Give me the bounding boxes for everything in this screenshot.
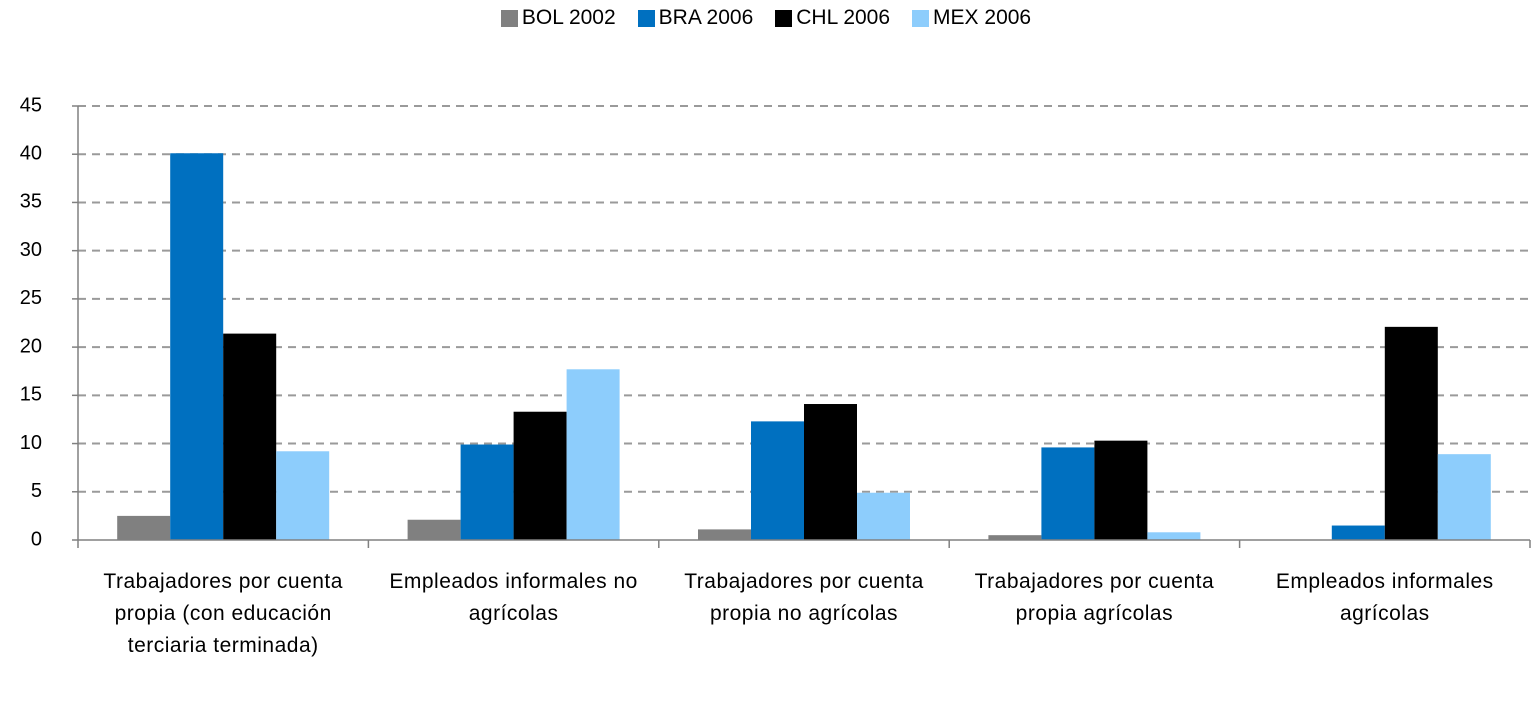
legend-label: BOL 2002 [521,6,616,29]
y-tick-label: 5 [31,480,42,502]
x-tick-label: Trabajadores por cuenta propia (con educ… [103,570,343,657]
bar [988,535,1042,540]
y-tick-label: 15 [20,384,42,406]
y-tick-label: 35 [20,191,42,213]
bar [698,529,751,540]
x-tick-label: Empleados informales no agrícolas [389,570,638,625]
legend-swatch [637,9,655,27]
legend-item: MEX 2006 [912,6,1031,30]
legend-item: CHL 2006 [775,6,890,30]
legend-label: BRA 2006 [658,6,754,29]
legend-swatch [500,9,518,27]
y-tick-label: 30 [20,239,42,261]
legend-item: BRA 2006 [637,6,754,30]
bar [1437,454,1491,540]
bar [804,404,857,540]
bar [1094,440,1148,540]
bar [566,369,620,540]
x-tick-label: Trabajadores por cuenta propia agrícolas [974,570,1215,625]
bar [117,515,171,540]
bar [460,444,514,540]
legend-label: MEX 2006 [933,6,1032,29]
bar [1041,447,1095,540]
legend-label: CHL 2006 [796,6,891,29]
legend-swatch [775,9,793,27]
legend: BOL 2002 BRA 2006 CHL 2006 MEX 2006 [0,6,1532,30]
bar [1384,326,1438,540]
y-tick-label: 20 [20,335,42,357]
bar [276,451,330,540]
bar [1147,532,1201,540]
x-tick-label: Trabajadores por cuenta propia no agríco… [684,570,924,625]
x-tick-label: Empleados informales agrícolas [1275,570,1494,625]
bar [170,153,224,540]
y-tick-label: 40 [20,143,42,165]
bar [513,411,567,540]
legend-swatch [912,9,930,27]
bar [857,492,910,540]
bar [223,333,277,540]
y-tick-label: 45 [20,94,42,116]
y-tick-label: 0 [31,528,42,550]
y-tick-label: 25 [20,287,42,309]
y-tick-label: 10 [20,432,42,454]
legend-item: BOL 2002 [500,6,616,30]
bar [1331,525,1385,540]
bar [751,421,804,540]
bar [407,519,461,540]
